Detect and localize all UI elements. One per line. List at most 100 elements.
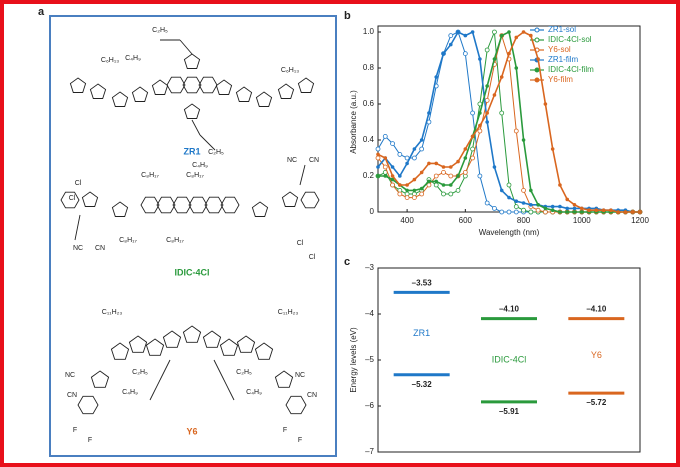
data-point: [376, 165, 380, 169]
data-point: [405, 183, 409, 187]
y-tick-label: –3: [365, 263, 374, 272]
y-tick-label: –7: [365, 447, 374, 456]
bond: [159, 359, 171, 381]
data-point: [390, 165, 395, 169]
data-point: [529, 203, 533, 207]
level-label: –3.53: [412, 278, 433, 287]
y-tick-label: –4: [365, 309, 374, 318]
atom-label: C₂H₅: [236, 369, 252, 376]
atom-label: CN: [95, 245, 105, 252]
ring: [182, 325, 202, 343]
data-point: [427, 161, 431, 166]
data-point: [558, 204, 562, 209]
data-point: [456, 174, 460, 178]
data-point: [550, 204, 555, 209]
data-point: [456, 159, 460, 164]
ring: [188, 196, 208, 214]
atom-label: C₆H₁₃: [281, 67, 299, 74]
atom-label: Cl: [297, 240, 304, 247]
data-point: [397, 151, 403, 157]
data-point: [441, 169, 446, 175]
data-point: [492, 165, 497, 169]
ring: [166, 76, 186, 94]
ring: [204, 196, 224, 214]
atom-label: C₄H₉: [122, 389, 138, 396]
x-tick-label: 1000: [573, 216, 591, 225]
data-point: [375, 146, 381, 152]
ring: [215, 79, 233, 95]
y-axis-label: Absorbance (a.u.): [349, 90, 358, 154]
data-point: [433, 182, 439, 188]
data-point: [579, 210, 584, 214]
data-point: [448, 183, 453, 187]
atom-label: F: [73, 427, 77, 434]
data-point: [485, 111, 489, 115]
ring: [236, 335, 256, 353]
legend-marker: [534, 27, 540, 33]
ring: [274, 370, 294, 388]
data-point: [382, 164, 388, 170]
data-point: [543, 206, 548, 211]
data-point: [382, 133, 388, 139]
y-tick-label: 0.6: [363, 99, 375, 108]
y-tick-label: 1.0: [363, 27, 375, 36]
ring: [111, 91, 129, 107]
ring: [81, 191, 99, 207]
atom-label: C₄H₉: [192, 162, 208, 169]
ring: [131, 86, 149, 102]
data-point: [434, 75, 439, 79]
data-point: [470, 155, 476, 161]
data-point: [478, 123, 482, 128]
data-point: [623, 210, 628, 214]
level-label: –4.10: [499, 305, 520, 314]
data-point: [485, 84, 489, 88]
data-point: [427, 179, 431, 184]
data-point: [419, 186, 424, 191]
ring: [140, 196, 160, 214]
data-point: [499, 33, 504, 38]
y-tick-label: 0: [370, 207, 375, 216]
level-label: –5.91: [499, 407, 520, 416]
category-label: ZR1: [413, 328, 430, 338]
atom-label: C₂H₅: [152, 27, 168, 34]
data-point: [383, 156, 388, 160]
x-axis-label: Wavelength (nm): [479, 228, 540, 237]
data-point: [514, 35, 519, 40]
data-point: [579, 206, 584, 211]
ring: [285, 395, 307, 415]
legend-label: IDIC-4Cl-sol: [548, 35, 592, 44]
ring: [172, 196, 192, 214]
data-point: [528, 209, 534, 215]
data-point: [507, 51, 511, 56]
data-point: [470, 146, 476, 152]
data-point: [404, 195, 410, 201]
ring: [235, 86, 253, 102]
data-point: [542, 209, 548, 215]
data-point: [521, 207, 526, 213]
legend-label: ZR1-sol: [548, 25, 576, 34]
data-point: [441, 191, 446, 197]
data-point: [558, 210, 562, 214]
data-point: [441, 165, 446, 169]
y-axis-label: Energy levels (eV): [349, 327, 358, 393]
data-point: [441, 183, 446, 187]
atom-label: NC: [295, 372, 305, 379]
data-point: [521, 201, 526, 205]
level-label: –5.72: [586, 398, 607, 407]
data-point: [514, 66, 519, 70]
ring: [251, 201, 269, 217]
bond: [199, 134, 216, 151]
data-point: [601, 208, 606, 213]
data-point: [448, 33, 454, 38]
ring: [198, 76, 218, 94]
ring: [183, 53, 201, 69]
data-point: [492, 29, 497, 35]
data-point: [638, 210, 642, 214]
data-point: [383, 174, 388, 178]
atom-label: C₈H₁₇: [119, 237, 137, 244]
data-point: [390, 174, 395, 178]
data-point: [419, 191, 425, 197]
data-point: [448, 191, 454, 197]
data-point: [462, 169, 468, 175]
ring: [183, 103, 201, 119]
